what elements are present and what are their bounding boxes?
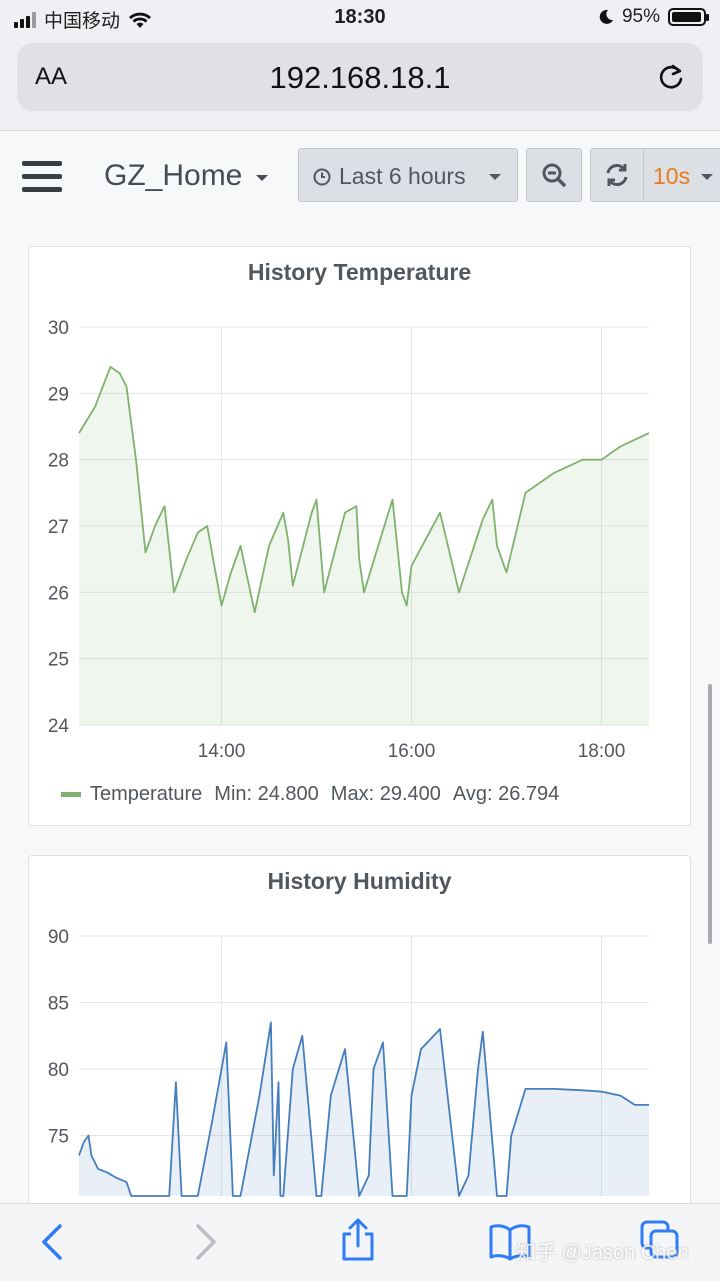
y-tick-label: 90: [48, 927, 69, 948]
tabs-icon[interactable]: [638, 1218, 682, 1262]
text-size-label: AA: [35, 63, 68, 90]
chevron-down-icon[interactable]: [701, 174, 713, 180]
clock-icon: [313, 168, 331, 186]
bookmarks-icon[interactable]: [488, 1222, 532, 1262]
watermark: 知乎 @Jason Chen: [516, 1242, 689, 1264]
x-tick-label: 16:00: [388, 741, 436, 762]
time-range-label: Last 6 hours: [339, 163, 466, 189]
series-line: [78, 365, 650, 614]
share-icon[interactable]: [338, 1218, 378, 1262]
moon-icon: [599, 9, 613, 24]
legend-min: Min: 24.800: [214, 783, 319, 805]
browser-toolbar: [0, 1203, 720, 1281]
status-time: 18:30: [334, 6, 386, 28]
dashboard-title[interactable]: GZ_Home: [104, 159, 243, 192]
y-tick-label: 75: [48, 1127, 69, 1148]
y-tick-label: 85: [48, 994, 69, 1015]
refresh-picker[interactable]: 10s: [590, 148, 720, 202]
series-area: [79, 1022, 649, 1196]
x-tick-label: 18:00: [578, 741, 626, 762]
status-bar: 中国移动 18:30 95%: [0, 0, 720, 38]
refresh-interval-label[interactable]: 10s: [653, 163, 691, 189]
y-tick-label: 25: [48, 650, 69, 671]
zoom-out-icon: [542, 163, 566, 187]
refresh-icon[interactable]: [603, 161, 631, 189]
temperature-panel: History Temperature 24 25 26 27 28 29 30 14:00 1…: [28, 246, 691, 826]
battery-icon: [668, 8, 709, 26]
dashboard-navbar: GZ_Home Last 6 hours 10s: [0, 131, 720, 221]
time-range-button[interactable]: Last 6 hours: [298, 148, 518, 202]
zoom-out-button[interactable]: [526, 148, 582, 202]
legend-series-name[interactable]: Temperature: [90, 783, 203, 805]
battery-percent: 95%: [621, 6, 660, 27]
y-tick-label: 30: [48, 318, 69, 339]
reload-icon[interactable]: [655, 61, 687, 93]
back-icon[interactable]: [38, 1222, 68, 1262]
y-tick-label: 80: [48, 1060, 69, 1081]
status-left: 中国移动: [14, 6, 152, 33]
url-text[interactable]: 192.168.18.1: [269, 60, 451, 95]
x-tick-label: 14:00: [198, 741, 246, 762]
temperature-chart[interactable]: 24 25 26 27 28 29 30 14:00 16:00 18:00: [29, 247, 690, 777]
legend-max: Max: 29.400: [330, 783, 441, 805]
series-line: [78, 1021, 649, 1197]
cellular-signal-icon: [14, 11, 36, 28]
legend-avg: Avg: 26.794: [452, 783, 560, 805]
button-divider: [643, 149, 644, 201]
status-right: 95%: [598, 6, 709, 28]
series-area: [79, 366, 649, 725]
y-tick-label: 27: [48, 517, 69, 538]
y-tick-label: 26: [48, 583, 69, 604]
panel-title[interactable]: History Temperature: [247, 259, 472, 285]
y-tick-label: 24: [48, 716, 70, 737]
menu-icon[interactable]: [22, 161, 62, 193]
page-scrollbar[interactable]: [708, 684, 712, 944]
address-bar[interactable]: AA 192.168.18.1: [17, 43, 703, 111]
text-size-button[interactable]: AA: [35, 63, 67, 91]
panel-title[interactable]: History Humidity: [267, 868, 452, 894]
forward-icon[interactable]: [190, 1222, 220, 1262]
humidity-panel: History Humidity 75 80 85 90: [28, 855, 691, 1215]
chevron-down-icon[interactable]: [256, 175, 268, 181]
wifi-icon: [129, 12, 152, 28]
chart-legend: Temperature Min: 24.800 Max: 29.400 Avg:…: [61, 783, 571, 806]
carrier-label: 中国移动: [44, 11, 121, 32]
legend-swatch: [61, 792, 81, 797]
browser-address-area: AA 192.168.18.1: [0, 38, 720, 131]
y-tick-label: 28: [48, 451, 69, 472]
chevron-down-icon: [489, 174, 501, 180]
y-tick-label: 29: [48, 384, 69, 405]
humidity-chart[interactable]: 75 80 85 90: [29, 856, 690, 1214]
